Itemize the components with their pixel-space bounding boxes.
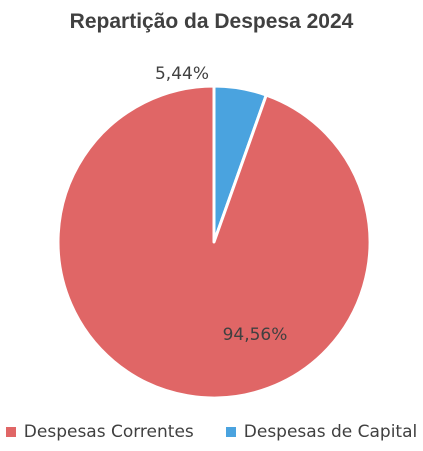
legend-item-capital: Despesas de Capital xyxy=(226,422,417,442)
pie-slices xyxy=(58,86,370,398)
legend: Despesas Correntes Despesas de Capital xyxy=(0,422,423,442)
legend-swatch-capital xyxy=(226,427,236,437)
legend-item-correntes: Despesas Correntes xyxy=(6,422,194,442)
legend-swatch-correntes xyxy=(6,427,16,437)
slice-despesas-correntes xyxy=(58,86,370,398)
legend-label-capital: Despesas de Capital xyxy=(244,422,417,442)
data-label-capital: 5,44% xyxy=(155,64,209,84)
data-label-correntes: 94,56% xyxy=(223,325,288,345)
legend-label-correntes: Despesas Correntes xyxy=(24,422,194,442)
